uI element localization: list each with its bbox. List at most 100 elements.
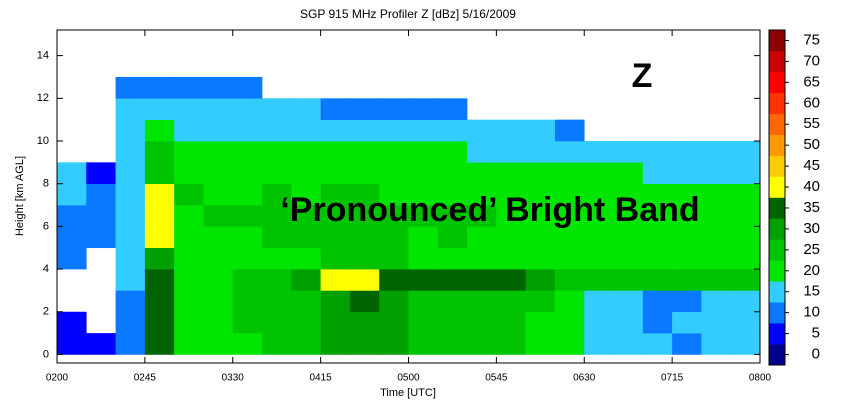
field-cell	[701, 205, 732, 227]
field-cell	[467, 119, 497, 142]
field-cell	[349, 162, 380, 184]
field-cell	[320, 162, 351, 184]
field-cell	[203, 119, 234, 142]
field-cell	[525, 205, 556, 227]
field-cell	[672, 247, 702, 270]
colorbar-swatch	[769, 176, 785, 198]
field-cell	[349, 290, 380, 313]
field-cell	[672, 141, 702, 163]
field-cell	[86, 162, 116, 184]
field-cell	[730, 226, 761, 249]
y-tick-label: 12	[37, 92, 49, 104]
field-cell	[57, 333, 87, 355]
colorbar-label: 15	[803, 283, 820, 300]
field-cell	[613, 247, 644, 270]
field-cell	[730, 333, 761, 355]
field-cell	[730, 269, 761, 291]
colorbar-label: 50	[803, 136, 820, 153]
field-cell	[203, 226, 234, 249]
field-cell	[672, 183, 702, 206]
field-cell	[115, 141, 146, 163]
field-cell	[144, 183, 175, 206]
field-cell	[701, 247, 732, 270]
field-cell	[437, 162, 468, 184]
field-cell	[57, 162, 87, 184]
y-tick-label: 10	[37, 135, 49, 147]
field-cell	[437, 290, 468, 313]
colorbar-label: 65	[803, 73, 820, 90]
field-cell	[525, 119, 556, 142]
field-cell	[496, 311, 526, 334]
field-cell	[203, 76, 234, 99]
field-cell	[203, 333, 234, 355]
field-cell	[232, 141, 263, 163]
field-cell	[262, 226, 292, 249]
field-cell	[320, 311, 351, 334]
colorbar-swatch	[769, 344, 785, 366]
field-cell	[672, 311, 702, 334]
field-cell	[174, 290, 204, 313]
field-cell	[320, 333, 351, 355]
field-cell	[730, 311, 761, 334]
field-cell	[203, 162, 234, 184]
field-cell	[379, 226, 409, 249]
field-cell	[174, 311, 204, 334]
annotation: ‘Pronounced’ Bright Band	[280, 191, 699, 229]
field-cell	[408, 141, 439, 163]
field-cell	[701, 141, 732, 163]
x-axis-label: Time [UTC]	[380, 387, 436, 399]
colorbar-label: 45	[803, 157, 820, 174]
field-cell	[408, 226, 439, 249]
field-cell	[144, 98, 175, 120]
field-cell	[525, 333, 556, 355]
field-cell	[584, 205, 614, 227]
colorbar-frame	[768, 29, 786, 366]
field-cell	[408, 205, 439, 227]
field-cell	[525, 226, 556, 249]
x-tick-label: 0500	[397, 373, 420, 384]
field-cell	[408, 333, 439, 355]
field-cell	[320, 205, 351, 227]
field-cell	[203, 205, 234, 227]
field-cell	[57, 311, 87, 334]
field-cell	[554, 333, 585, 355]
field-cell	[262, 98, 292, 120]
field-cell	[232, 333, 263, 355]
colorbar-swatch	[769, 281, 785, 303]
field-cell	[115, 183, 146, 206]
colorbar-label: 5	[812, 325, 820, 342]
field-cell	[320, 290, 351, 313]
field-cell	[115, 119, 146, 142]
field-cell	[525, 311, 556, 334]
field-cell	[115, 269, 146, 291]
field-cell	[232, 205, 263, 227]
field-cell	[174, 205, 204, 227]
field-cell	[701, 311, 732, 334]
field-cell	[262, 333, 292, 355]
field-cell	[613, 141, 644, 163]
field-cell	[144, 311, 175, 334]
x-tick-label: 0800	[749, 373, 772, 384]
field-cell	[613, 269, 644, 291]
field-cell	[496, 290, 526, 313]
x-tick-label: 0715	[661, 373, 684, 384]
field-cell	[525, 162, 556, 184]
field-cell	[320, 269, 351, 291]
field-cell	[730, 141, 761, 163]
field-cell	[642, 247, 673, 270]
field-cell	[174, 333, 204, 355]
field-cell	[349, 247, 380, 270]
field-cell	[467, 205, 497, 227]
field-cell	[174, 247, 204, 270]
field-cell	[320, 226, 351, 249]
colorbar-swatch	[769, 218, 785, 240]
colorbar-swatch	[769, 113, 785, 135]
field-cell	[584, 269, 614, 291]
field-cell	[701, 183, 732, 206]
field-cell	[115, 290, 146, 313]
field-cell	[115, 226, 146, 249]
field-cell	[349, 205, 380, 227]
field-cell	[144, 141, 175, 163]
field-cell	[613, 226, 644, 249]
field-cell	[379, 98, 409, 120]
